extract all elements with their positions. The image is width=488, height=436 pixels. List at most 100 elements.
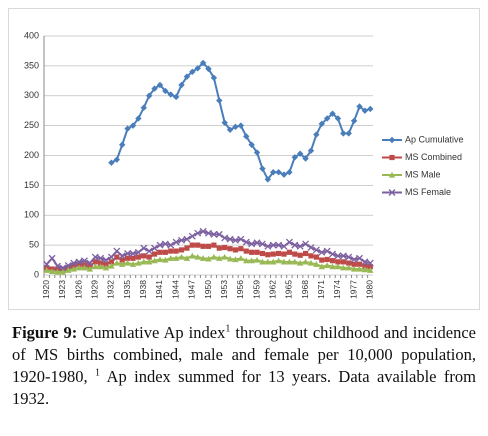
data-point (242, 238, 250, 246)
y-tick-label: 200 (24, 150, 39, 160)
data-point (130, 255, 136, 261)
data-point (124, 250, 132, 257)
data-point (157, 249, 163, 255)
data-point (292, 251, 298, 257)
caption-sup: 1 (225, 323, 231, 335)
data-point (119, 261, 126, 267)
data-point (361, 266, 369, 273)
data-point (70, 259, 78, 267)
data-point (307, 259, 315, 266)
data-point (345, 130, 352, 137)
data-point (276, 250, 282, 257)
data-point (98, 260, 104, 266)
data-point (162, 249, 168, 255)
data-point (81, 264, 88, 271)
x-tick-label: 1971 (316, 280, 326, 299)
data-point (226, 255, 234, 262)
x-tick-label: 1932 (106, 280, 116, 299)
data-point (54, 262, 61, 270)
data-point (237, 255, 245, 261)
data-point (167, 91, 174, 98)
x-tick-label: 1965 (284, 280, 294, 299)
caption-text: Cumulative Ap index (82, 323, 226, 342)
data-point (92, 259, 98, 265)
x-tick-label: 1977 (348, 280, 358, 299)
data-point (329, 263, 336, 270)
data-point (54, 268, 61, 275)
data-point (65, 267, 72, 273)
data-point (356, 254, 363, 262)
x-tick-label: 1980 (365, 280, 375, 299)
chart: 0 50 100 150 200 250 300 350 400 1920 1923 1926 1929… (24, 30, 464, 299)
data-point (210, 74, 218, 82)
x-tick-label: 1944 (170, 280, 180, 299)
data-point (270, 258, 277, 265)
data-point (318, 120, 325, 128)
data-point (269, 241, 277, 249)
x-tick-label: 1920 (41, 280, 51, 299)
data-point (199, 59, 207, 67)
data-point (113, 259, 121, 266)
caption-sup: 1 (95, 367, 101, 379)
data-point (291, 154, 298, 161)
data-point (265, 252, 271, 258)
data-point (308, 253, 314, 259)
data-point (103, 261, 109, 267)
data-point (361, 258, 369, 266)
data-point (194, 229, 202, 237)
data-point (135, 254, 141, 260)
data-point (59, 268, 67, 275)
data-point (243, 257, 250, 264)
data-point (270, 169, 277, 176)
data-point (221, 119, 228, 126)
data-point (296, 259, 304, 266)
data-point (172, 255, 180, 261)
data-point (86, 265, 94, 272)
data-point (253, 239, 261, 247)
legend-label: Ap Cumulative (405, 134, 464, 144)
y-tick-label: 0 (34, 269, 39, 279)
y-tick-label: 100 (24, 210, 39, 220)
data-point (297, 252, 303, 258)
data-point (307, 147, 315, 154)
data-point (345, 253, 353, 261)
legend-label: MS Combined (405, 152, 462, 162)
data-point (216, 245, 222, 251)
data-point (200, 243, 206, 249)
data-point (210, 230, 218, 238)
data-point (367, 105, 374, 113)
data-point (75, 258, 83, 266)
data-point (281, 251, 287, 257)
data-point (97, 254, 105, 262)
data-point (243, 248, 249, 254)
data-point (367, 267, 374, 273)
data-point (189, 68, 196, 76)
data-point (249, 249, 255, 255)
data-point (43, 267, 50, 273)
data-point (199, 255, 207, 261)
data-point (323, 115, 331, 122)
data-point (329, 110, 336, 117)
data-point (215, 230, 223, 238)
data-point (140, 244, 148, 252)
data-point (102, 256, 110, 264)
data-point (339, 252, 347, 260)
data-point (178, 247, 185, 253)
data-point (59, 264, 67, 272)
legend-marker (388, 171, 396, 178)
data-point (86, 259, 94, 267)
data-point (118, 252, 126, 260)
data-point (205, 65, 212, 73)
data-point (145, 92, 153, 99)
data-point (346, 260, 352, 266)
y-tick-label: 150 (24, 180, 39, 190)
data-point (135, 115, 142, 122)
data-point (280, 171, 288, 178)
data-point (335, 259, 341, 265)
data-point (140, 258, 147, 265)
data-point (108, 259, 115, 265)
data-point (350, 117, 358, 125)
data-point (340, 130, 347, 137)
y-tick-label: 50 (29, 240, 39, 250)
data-point (237, 122, 245, 129)
